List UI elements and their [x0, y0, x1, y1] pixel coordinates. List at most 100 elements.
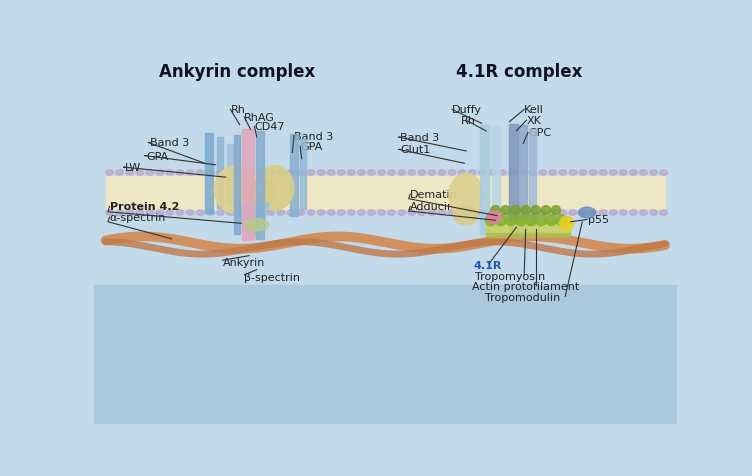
Ellipse shape	[535, 216, 547, 226]
Ellipse shape	[214, 166, 257, 214]
Ellipse shape	[491, 206, 500, 216]
Ellipse shape	[388, 170, 396, 176]
Ellipse shape	[398, 210, 405, 216]
Bar	[94, 285, 677, 424]
Ellipse shape	[368, 210, 375, 216]
Ellipse shape	[609, 210, 617, 216]
Ellipse shape	[489, 210, 496, 216]
Ellipse shape	[146, 210, 153, 216]
Ellipse shape	[166, 170, 174, 176]
Text: Protein 4.2: Protein 4.2	[110, 202, 179, 212]
Ellipse shape	[529, 210, 536, 216]
Ellipse shape	[297, 210, 305, 216]
Text: Duffy: Duffy	[452, 105, 482, 115]
Ellipse shape	[505, 216, 517, 226]
Text: β-spectrin: β-spectrin	[244, 273, 300, 283]
Text: Tropomyosin: Tropomyosin	[475, 271, 545, 281]
Ellipse shape	[620, 170, 627, 176]
Text: CD47: CD47	[254, 122, 285, 132]
Bar	[509, 125, 518, 237]
Ellipse shape	[196, 170, 204, 176]
Ellipse shape	[549, 210, 556, 216]
Bar	[300, 139, 306, 210]
Ellipse shape	[297, 170, 305, 176]
Ellipse shape	[287, 210, 295, 216]
Ellipse shape	[428, 210, 435, 216]
Text: Kell: Kell	[524, 105, 544, 115]
Ellipse shape	[256, 170, 265, 176]
Ellipse shape	[267, 210, 274, 216]
Ellipse shape	[468, 210, 476, 216]
Text: Adducin: Adducin	[410, 202, 455, 212]
Ellipse shape	[347, 170, 355, 176]
Ellipse shape	[378, 170, 386, 176]
Bar	[480, 126, 490, 235]
Ellipse shape	[226, 170, 235, 176]
Ellipse shape	[529, 170, 536, 176]
Text: p55: p55	[589, 215, 609, 225]
Ellipse shape	[579, 170, 587, 176]
Ellipse shape	[196, 210, 204, 216]
Ellipse shape	[449, 174, 483, 218]
Ellipse shape	[541, 206, 550, 216]
Ellipse shape	[267, 170, 274, 176]
Ellipse shape	[458, 170, 466, 176]
Ellipse shape	[546, 216, 556, 226]
Ellipse shape	[237, 170, 244, 176]
Ellipse shape	[499, 210, 506, 216]
Bar	[492, 127, 500, 231]
Ellipse shape	[357, 170, 365, 176]
Ellipse shape	[418, 170, 426, 176]
Ellipse shape	[247, 210, 254, 216]
Ellipse shape	[569, 210, 577, 216]
Ellipse shape	[277, 210, 285, 216]
Ellipse shape	[378, 210, 386, 216]
Ellipse shape	[556, 216, 567, 226]
Ellipse shape	[579, 210, 587, 216]
Ellipse shape	[327, 210, 335, 216]
Bar	[234, 136, 241, 235]
Text: α-spectrin: α-spectrin	[110, 213, 166, 223]
Ellipse shape	[237, 210, 244, 216]
Ellipse shape	[418, 210, 426, 216]
Text: 4.1R: 4.1R	[474, 260, 502, 270]
Ellipse shape	[559, 210, 567, 216]
Text: Tropomodulin: Tropomodulin	[484, 293, 559, 303]
Ellipse shape	[453, 207, 478, 226]
Ellipse shape	[559, 170, 567, 176]
Ellipse shape	[448, 210, 456, 216]
Ellipse shape	[255, 166, 294, 211]
Ellipse shape	[357, 210, 365, 216]
Ellipse shape	[539, 170, 547, 176]
Ellipse shape	[388, 210, 396, 216]
Text: GPA: GPA	[300, 142, 323, 152]
Ellipse shape	[549, 170, 556, 176]
Ellipse shape	[640, 170, 647, 176]
Text: RhAG: RhAG	[244, 113, 275, 123]
Ellipse shape	[327, 170, 335, 176]
Ellipse shape	[438, 210, 446, 216]
Ellipse shape	[489, 170, 496, 176]
Ellipse shape	[136, 170, 144, 176]
Ellipse shape	[660, 170, 668, 176]
Text: XK: XK	[526, 116, 541, 126]
Ellipse shape	[226, 210, 235, 216]
Bar	[205, 134, 213, 214]
Text: Band 3: Band 3	[294, 131, 333, 141]
Ellipse shape	[551, 206, 560, 216]
Polygon shape	[238, 204, 270, 233]
Ellipse shape	[485, 216, 496, 226]
Ellipse shape	[307, 210, 315, 216]
Ellipse shape	[519, 170, 526, 176]
Text: Ankyrin complex: Ankyrin complex	[159, 63, 316, 81]
Ellipse shape	[398, 170, 405, 176]
Ellipse shape	[105, 210, 114, 216]
Ellipse shape	[458, 210, 466, 216]
Ellipse shape	[629, 210, 637, 216]
Ellipse shape	[408, 210, 416, 216]
Ellipse shape	[590, 170, 597, 176]
Ellipse shape	[217, 210, 224, 216]
Ellipse shape	[640, 210, 647, 216]
Ellipse shape	[650, 210, 657, 216]
Ellipse shape	[487, 211, 501, 224]
